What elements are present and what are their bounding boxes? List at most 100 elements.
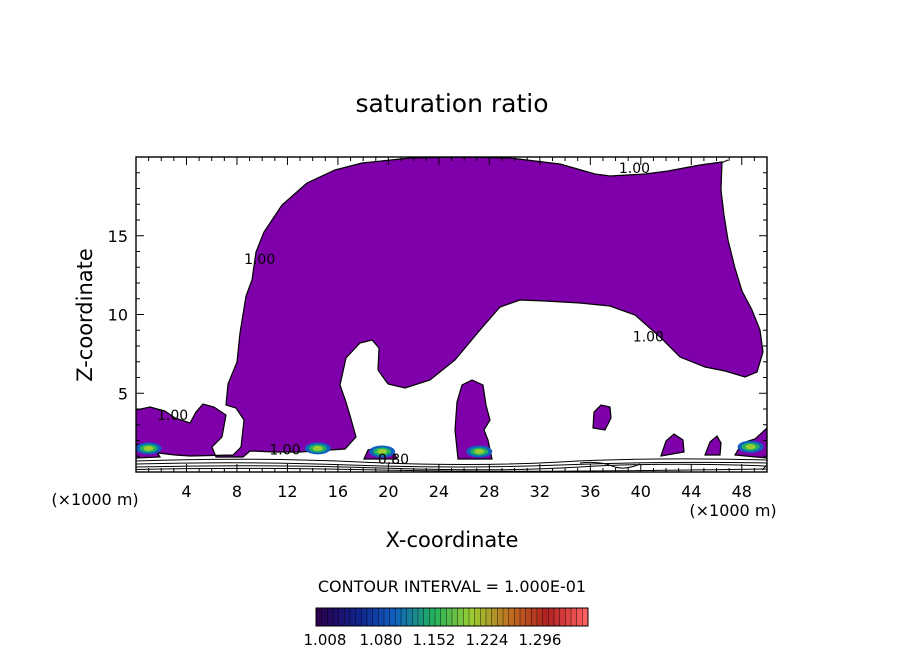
contour-label: 1.00 <box>157 408 188 424</box>
x-unit-label: (×1000 m) <box>51 490 138 509</box>
colorbar-cell <box>548 607 555 627</box>
colorbar-cell <box>446 607 453 627</box>
supersaturation-patch <box>312 445 323 451</box>
colorbar-cell <box>378 607 385 627</box>
colorbar-cell <box>429 607 436 627</box>
saturated-region <box>660 433 685 457</box>
saturated-region <box>592 404 612 431</box>
colorbar-cell <box>383 607 391 627</box>
colorbar-cell <box>468 607 476 627</box>
colorbar-cell <box>582 607 589 627</box>
y-axis-label: Z-coordinate <box>73 248 97 382</box>
colorbar-cell <box>332 607 340 627</box>
colorbar-cell <box>423 607 430 627</box>
colorbar <box>315 607 589 627</box>
colorbar-cell <box>491 607 498 627</box>
colorbar-cell <box>434 607 442 627</box>
x-tick-label: 32 <box>530 482 550 501</box>
colorbar-cell <box>406 607 413 627</box>
supersaturation-patch <box>474 449 485 455</box>
colorbar-cell <box>417 607 425 627</box>
contour-label: 1.00 <box>244 252 275 268</box>
colorbar-cell <box>457 607 464 627</box>
colorbar-cell <box>321 607 328 627</box>
saturated-region <box>704 435 722 456</box>
colorbar-cell <box>508 607 515 627</box>
chart-title: saturation ratio <box>355 89 548 118</box>
colorbar-cell <box>349 607 357 627</box>
y-tick-label: 10 <box>108 306 128 325</box>
colorbar-cell <box>531 607 538 627</box>
colorbar-cell <box>372 607 379 627</box>
contour-labels: 1.00 1.00 1.00 1.00 1.00 0.80 <box>157 161 664 468</box>
x-tick-label: 8 <box>232 482 242 501</box>
colorbar-cell <box>327 607 334 627</box>
colorbar-tick-label: 1.296 <box>519 631 562 649</box>
x-unit-label-right: (×1000 m) <box>689 501 776 520</box>
colorbar-tick-label: 1.152 <box>413 631 456 649</box>
colorbar-cell <box>389 607 396 627</box>
colorbar-cell <box>451 607 459 627</box>
supersaturation-patch <box>143 445 154 451</box>
contour-label: 1.00 <box>633 329 664 345</box>
interior-contours <box>720 159 767 471</box>
contour-label: 1.00 <box>619 161 650 177</box>
contour-label: 1.00 <box>269 443 300 459</box>
x-tick-label: 36 <box>580 482 600 501</box>
x-tick-label: 24 <box>429 482 449 501</box>
x-tick-label: 28 <box>479 482 499 501</box>
colorbar-cell <box>355 607 362 627</box>
plot-area: 1.00 1.00 1.00 1.00 1.00 0.80 <box>136 157 767 472</box>
contour-label: 0.80 <box>378 452 409 468</box>
supersaturation-patches <box>136 440 764 458</box>
x-axis: 4 8 12 16 20 24 28 32 36 40 44 48 <box>148 157 755 501</box>
y-axis: 5 10 15 <box>108 172 767 457</box>
x-tick-label: 12 <box>277 482 297 501</box>
colorbar-cell <box>542 607 549 627</box>
colorbar-frame <box>315 607 589 627</box>
y-tick-label: 5 <box>118 384 128 403</box>
colorbar-cell <box>553 607 561 627</box>
colorbar-cell <box>463 607 470 627</box>
x-axis-label: X-coordinate <box>386 528 519 552</box>
colorbar-cell <box>559 607 566 627</box>
colorbar-cell <box>514 607 521 627</box>
colorbar-cell <box>576 607 583 627</box>
colorbar-cell <box>412 607 419 627</box>
colorbar-cell <box>525 607 532 627</box>
boundary-layer-contours <box>136 458 767 472</box>
colorbar-cell <box>440 607 447 627</box>
colorbar-cell <box>536 607 544 627</box>
colorbar-cell <box>570 607 578 627</box>
y-tick-label: 15 <box>108 227 128 246</box>
colorbar-cell <box>344 607 351 627</box>
contour-interval-label: CONTOUR INTERVAL = 1.000E-01 <box>318 577 586 596</box>
colorbar-cell <box>400 607 408 627</box>
x-tick-label: 16 <box>328 482 348 501</box>
colorbar-cell <box>565 607 572 627</box>
colorbar-cell <box>361 607 368 627</box>
x-tick-label: 40 <box>631 482 651 501</box>
colorbar-tick-labels: 1.008 1.080 1.152 1.224 1.296 <box>304 631 562 649</box>
saturated-region <box>136 157 764 458</box>
colorbar-cell <box>315 607 323 627</box>
colorbar-tick-label: 1.008 <box>304 631 347 649</box>
colorbar-cell <box>338 607 345 627</box>
colorbar-cell <box>497 607 504 627</box>
supersaturation-patch <box>745 444 756 450</box>
colorbar-cell <box>485 607 493 627</box>
colorbar-cell <box>474 607 481 627</box>
colorbar-cell <box>395 607 402 627</box>
colorbar-cell <box>502 607 510 627</box>
x-tick-label: 48 <box>732 482 752 501</box>
colorbar-tick-label: 1.080 <box>360 631 403 649</box>
colorbar-cell <box>519 607 527 627</box>
x-tick-label: 4 <box>181 482 191 501</box>
saturated-region <box>454 379 493 460</box>
colorbar-cell <box>480 607 487 627</box>
x-tick-label: 44 <box>681 482 701 501</box>
x-tick-label: 20 <box>378 482 398 501</box>
colorbar-tick-label: 1.224 <box>466 631 509 649</box>
supersaturation-patch <box>377 449 388 455</box>
